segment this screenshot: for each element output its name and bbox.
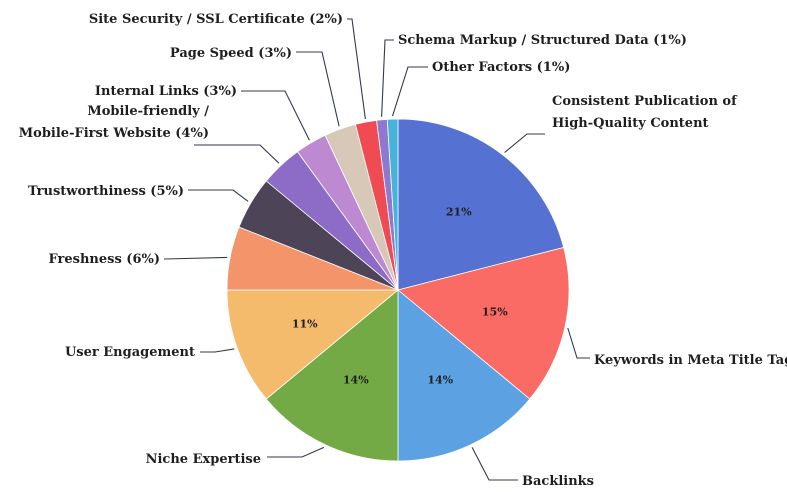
label-consistent-publication-of-high-quality-content-line-1: Consistent Publication of [552,94,738,109]
pct-label-user-engagement: 11% [292,318,318,331]
label-schema-markup-structured-data: Schema Markup / Structured Data (1%) [398,33,687,48]
leader-line-user-engagement [200,348,235,353]
label-backlinks: Backlinks [522,474,594,489]
label-freshness: Freshness (6%) [49,252,160,267]
label-niche-expertise: Niche Expertise [146,452,261,467]
slice-keywords-in-meta-title-tags [397,246,570,400]
pct-label-niche-expertise: 14% [343,374,369,387]
leader-line-page-speed [296,51,340,127]
pct-label-consistent-publication-of-high-quality-content: 21% [446,206,472,219]
label-other-factors: Other Factors (1%) [432,60,570,75]
leader-line-consistent-publication-of-high-quality-content [504,133,545,153]
slice-niche-expertise [265,289,399,462]
label-page-speed: Page Speed (3%) [170,46,292,61]
leader-line-other-factors [391,66,428,117]
pct-label-keywords-in-meta-title-tags: 15% [482,306,508,319]
label-consistent-publication-of-high-quality-content-line-2: High-Quality Content [552,116,709,131]
pct-label-backlinks: 14% [427,374,453,387]
leader-line-trustworthiness [188,189,249,202]
leader-line-niche-expertise [267,446,325,458]
label-mobile-friendly-mobile-first-website-line-1: Mobile-friendly / [87,104,209,119]
label-keywords-in-meta-title-tags: Keywords in Meta Title Tags [594,353,787,368]
slice-backlinks [397,289,531,462]
label-user-engagement: User Engagement [65,345,195,360]
leader-line-schema-markup-structured-data [381,39,394,117]
leader-line-mobile-friendly-mobile-first-website [194,144,280,164]
slice-consistent-publication-of-high-quality-content [397,118,565,291]
label-internal-links: Internal Links (3%) [95,84,237,99]
label-trustworthiness: Trustworthiness (5%) [28,184,184,199]
leader-line-internal-links [241,90,310,141]
slice-other-factors [386,118,399,291]
label-mobile-friendly-mobile-first-website-line-2: Mobile-First Website (4%) [19,126,209,141]
leader-line-backlinks [471,447,518,481]
slice-user-engagement [226,289,400,400]
leader-line-site-security-ssl-certificate [347,18,366,120]
label-site-security-ssl-certificate: Site Security / SSL Certificate (2%) [89,12,343,27]
leader-line-freshness [164,256,228,260]
leader-line-keywords-in-meta-title-tags [567,327,590,359]
